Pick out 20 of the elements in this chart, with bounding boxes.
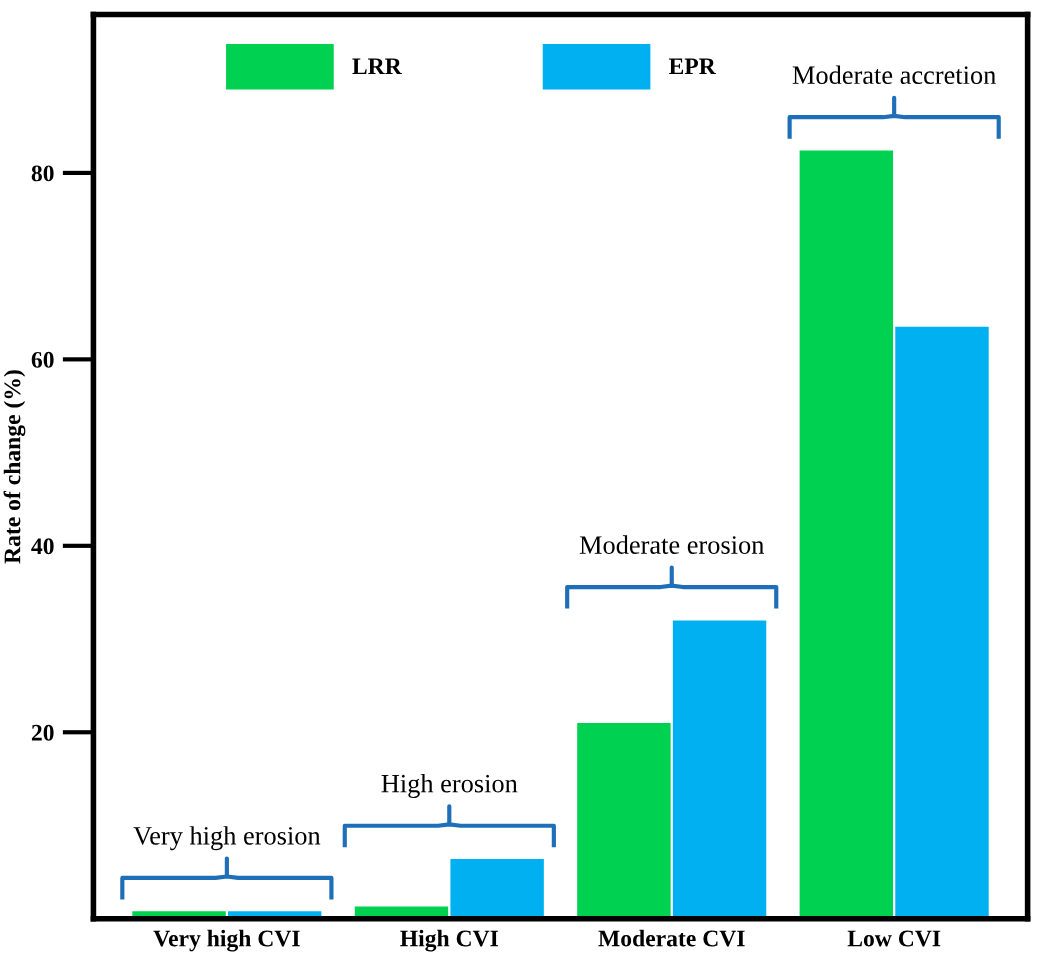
- bar: [799, 150, 894, 919]
- x-tick-label: Moderate CVI: [598, 929, 745, 947]
- annotation: Very high erosion: [133, 826, 321, 851]
- bar: [895, 326, 989, 919]
- x-tick-label: Very high CVI: [153, 929, 300, 952]
- legend-label: EPR: [668, 58, 716, 74]
- legend-label: LRR: [352, 58, 402, 74]
- bar: [450, 859, 544, 919]
- bar: [577, 722, 671, 919]
- y-tick-label: 20: [31, 724, 54, 741]
- x-tick-label: Low CVI: [847, 930, 941, 947]
- annotation: Moderate accretion: [792, 65, 996, 85]
- bar: [672, 620, 767, 919]
- y-tick-label: 40: [31, 538, 54, 555]
- annotation: Moderate erosion: [579, 535, 765, 554]
- annotation: High erosion: [381, 773, 518, 798]
- y-tick-label: 80: [31, 165, 54, 182]
- y-tick-label: 60: [31, 351, 54, 368]
- x-tick-label: High CVI: [400, 929, 499, 952]
- y-axis-title: Rate of change (%): [3, 370, 26, 564]
